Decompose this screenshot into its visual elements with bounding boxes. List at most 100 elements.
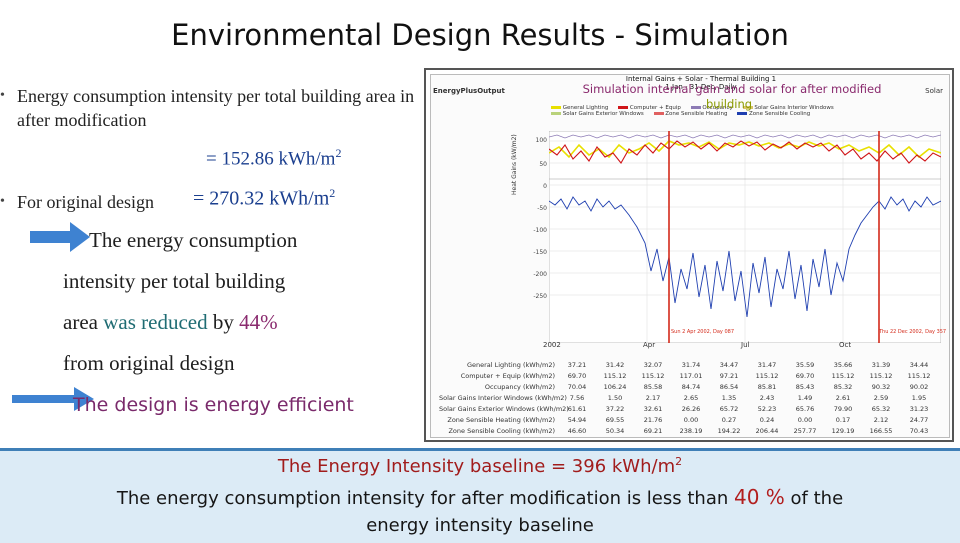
bullet-dot: • xyxy=(0,88,5,103)
table-cell: 61.61 xyxy=(567,405,587,413)
chart-subtitle: 1 Jan - 31 Dec, Daily xyxy=(665,83,737,91)
table-cell: 69.55 xyxy=(605,416,625,424)
table-cell: 166.55 xyxy=(869,427,893,435)
chart-title: Internal Gains + Solar - Thermal Buildin… xyxy=(625,75,777,83)
statement-line-2: intensity per total building xyxy=(63,269,286,293)
comparison-statement: The energy consumption intensity for aft… xyxy=(116,485,844,509)
table-cell: 2.59 xyxy=(873,394,889,402)
table-cell: 0.00 xyxy=(797,416,813,424)
y-axis-label: Heat Gains (kW/m2) xyxy=(511,134,518,195)
table-cell: 90.32 xyxy=(871,383,891,391)
legend-item: General Lighting xyxy=(551,105,608,111)
table-cell: 115.12 xyxy=(755,372,779,380)
table-cell: 2.12 xyxy=(873,416,889,424)
table-cell: 35.59 xyxy=(795,361,815,369)
bullet-original-design: For original design xyxy=(17,192,154,212)
table-row-label: Zone Sensible Heating (kWh/m2) xyxy=(447,416,555,424)
table-cell: 34.47 xyxy=(719,361,739,369)
table-cell: 238.19 xyxy=(679,427,703,435)
table-cell: 0.27 xyxy=(721,416,737,424)
table-cell: 90.02 xyxy=(909,383,929,391)
legend-item: Computer + Equip xyxy=(618,105,681,111)
table-cell: 52.23 xyxy=(757,405,777,413)
y-tick: -150 xyxy=(533,249,547,256)
table-cell: 1.50 xyxy=(607,394,623,402)
table-cell: 70.04 xyxy=(567,383,587,391)
table-cell: 65.76 xyxy=(795,405,815,413)
right-arrow-icon xyxy=(30,222,90,252)
slide-title: Environmental Design Results - Simulatio… xyxy=(171,18,789,52)
legend-item: Zone Sensible Cooling xyxy=(737,111,810,117)
y-tick: -100 xyxy=(533,227,547,234)
table-cell: 106.24 xyxy=(603,383,627,391)
legend-item: Solar Gains Interior Windows xyxy=(742,105,834,111)
month-label: Apr xyxy=(643,341,656,349)
app-logo: EnergyPlusOutput xyxy=(433,87,505,95)
table-cell: 115.12 xyxy=(907,372,931,380)
table-cell: 69.21 xyxy=(643,427,663,435)
table-cell: 2.43 xyxy=(759,394,775,402)
table-cell: 65.72 xyxy=(719,405,739,413)
bullet-energy-after: Energy consumption intensity per total b… xyxy=(17,86,415,130)
table-cell: 79.90 xyxy=(833,405,853,413)
table-cell: 117.01 xyxy=(679,372,703,380)
table-cell: 32.07 xyxy=(643,361,663,369)
table-cell: 2.17 xyxy=(645,394,661,402)
table-cell: 31.23 xyxy=(909,405,929,413)
bullet-dot: • xyxy=(0,194,5,209)
table-cell: 2.61 xyxy=(835,394,851,402)
table-cell: 37.22 xyxy=(605,405,625,413)
table-row-label: Solar Gains Exterior Windows (kWh/m2) xyxy=(439,405,569,413)
table-cell: 115.12 xyxy=(869,372,893,380)
month-label: 2002 xyxy=(543,341,561,349)
value-after-modification: = 152.86 kWh/m2 xyxy=(206,146,342,170)
table-cell: 24.77 xyxy=(909,416,929,424)
month-label: Oct xyxy=(839,341,852,349)
table-cell: 31.74 xyxy=(681,361,701,369)
table-row-label: Solar Gains Interior Windows (kWh/m2) xyxy=(439,394,567,402)
table-cell: 26.26 xyxy=(681,405,701,413)
statement-line-1: The energy consumption xyxy=(89,228,298,252)
table-cell: 0.00 xyxy=(683,416,699,424)
table-cell: 65.32 xyxy=(871,405,891,413)
baseline-box xyxy=(0,448,960,543)
table-row-label: Zone Sensible Cooling (kWh/m2) xyxy=(448,427,555,435)
table-row-label: Occupancy (kWh/m2) xyxy=(484,383,555,391)
app-corner-label: Solar xyxy=(925,87,943,95)
table-cell: 37.21 xyxy=(567,361,587,369)
efficient-statement: The design is energy efficient xyxy=(73,394,354,416)
table-cell: 129.19 xyxy=(831,427,855,435)
table-cell: 0.17 xyxy=(835,416,851,424)
table-cell: 0.24 xyxy=(759,416,775,424)
table-cell: 2.65 xyxy=(683,394,699,402)
table-cell: 31.47 xyxy=(757,361,777,369)
y-tick: -250 xyxy=(533,293,547,300)
table-cell: 85.32 xyxy=(833,383,853,391)
table-cell: 69.70 xyxy=(795,372,815,380)
table-cell: 86.54 xyxy=(719,383,739,391)
table-cell: 115.12 xyxy=(831,372,855,380)
table-cell: 54.94 xyxy=(567,416,587,424)
legend-item: Zone Sensible Heating xyxy=(653,111,727,117)
table-cell: 257.77 xyxy=(793,427,817,435)
legend-item: Occupancy xyxy=(690,105,733,111)
table-cell: 85.43 xyxy=(795,383,815,391)
table-cell: 115.12 xyxy=(641,372,665,380)
marker-label-right: Thu 22 Dec 2002, Day 357 xyxy=(879,329,947,335)
table-cell: 1.49 xyxy=(797,394,813,402)
table-cell: 115.12 xyxy=(603,372,627,380)
table-cell: 7.56 xyxy=(569,394,585,402)
table-row-label: Computer + Equip (kWh/m2) xyxy=(460,372,555,380)
simulation-caption: Simulation internal gain and solar for a… xyxy=(582,82,882,96)
y-tick: 100 xyxy=(535,137,547,144)
table-cell: 1.95 xyxy=(911,394,927,402)
table-cell: 97.21 xyxy=(719,372,739,380)
baseline-statement: The Energy Intensity baseline = 396 kWh/… xyxy=(277,455,683,477)
right-arrow-icon xyxy=(12,387,94,411)
table-cell: 194.22 xyxy=(717,427,741,435)
table-cell: 206.44 xyxy=(755,427,779,435)
y-tick: 0 xyxy=(543,183,547,190)
table-cell: 69.70 xyxy=(567,372,587,380)
gains-plot xyxy=(549,131,941,343)
table-cell: 70.43 xyxy=(909,427,929,435)
